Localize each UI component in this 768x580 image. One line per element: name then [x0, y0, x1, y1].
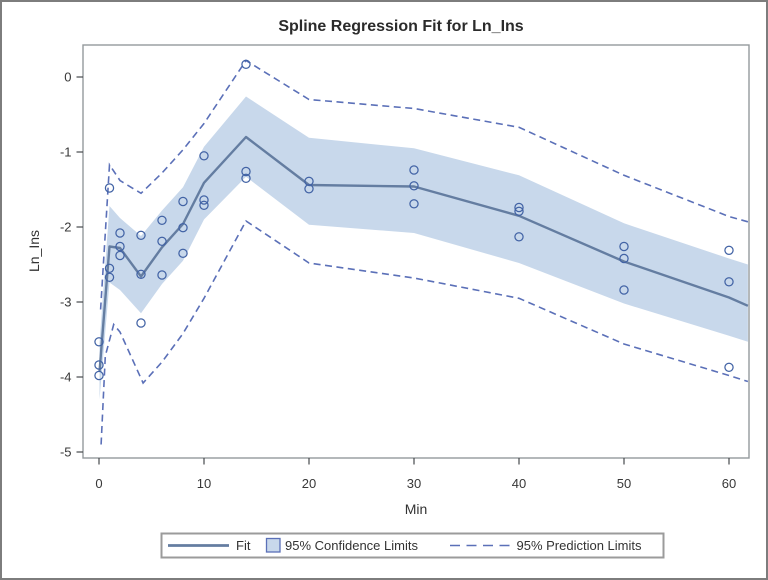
data-point — [619, 241, 629, 252]
chart-title: Spline Regression Fit for Ln_Ins — [278, 18, 523, 35]
data-point — [619, 285, 629, 295]
confidence-band-swatch — [265, 537, 281, 553]
data-point — [619, 253, 629, 264]
plot-frame — [82, 44, 750, 459]
x-tick-label: 20 — [302, 476, 316, 491]
data-point — [409, 165, 419, 175]
data-point — [304, 176, 314, 187]
data-point — [241, 166, 251, 177]
data-point — [115, 228, 125, 238]
x-axis-title: Min — [405, 501, 428, 517]
data-point — [514, 206, 524, 217]
x-tick-label: 40 — [512, 476, 526, 491]
data-point — [724, 362, 734, 373]
data-point — [724, 245, 734, 256]
x-tick-label: 0 — [95, 476, 102, 491]
data-point — [199, 200, 209, 211]
data-point — [136, 269, 146, 280]
plot-area — [94, 59, 749, 445]
data-point — [157, 236, 167, 247]
legend-fit-label: Fit — [236, 538, 251, 553]
data-point — [178, 196, 188, 207]
x-tick-label: 30 — [407, 476, 421, 491]
data-point — [104, 272, 115, 283]
legend-pl-label: 95% Prediction Limits — [517, 538, 642, 553]
x-tick-label: 50 — [617, 476, 631, 491]
x-tick-label: 10 — [197, 476, 211, 491]
axes: 0 10 20 30 40 50 60 0 -1 -2 -3 -4 -5 — [60, 44, 750, 491]
data-point — [409, 199, 419, 209]
data-point — [199, 195, 209, 205]
data-point — [304, 184, 314, 194]
confidence-band — [99, 96, 748, 400]
y-tick-label: -5 — [60, 445, 72, 460]
data-point — [178, 248, 188, 259]
y-tick-label: -4 — [60, 370, 72, 385]
data-point — [115, 241, 125, 252]
data-point — [514, 202, 524, 213]
data-point — [104, 183, 115, 193]
y-tick-label: -3 — [60, 295, 72, 310]
y-axis-title: Ln_Ins — [26, 230, 42, 272]
data-point — [94, 370, 104, 381]
data-point — [157, 215, 167, 226]
legend: Fit 95% Confidence Limits 95% Prediction… — [160, 532, 665, 559]
prediction-limit-lower-line — [100, 219, 749, 445]
data-point — [241, 173, 251, 184]
data-point — [514, 232, 524, 242]
data-point — [136, 318, 146, 328]
legend-ci-label: 95% Confidence Limits — [285, 538, 418, 553]
x-tick-label: 60 — [722, 476, 736, 491]
data-point — [94, 360, 104, 370]
prediction-limit-upper-line — [99, 59, 749, 310]
y-tick-label: -1 — [60, 145, 72, 160]
data-point — [94, 337, 104, 347]
data-point — [104, 263, 115, 274]
data-point — [178, 222, 188, 233]
y-tick-label: 0 — [64, 70, 71, 85]
data-point — [157, 270, 167, 280]
data-point — [136, 230, 146, 241]
legend-box — [160, 532, 665, 559]
data-point — [724, 277, 734, 287]
data-point — [241, 59, 251, 70]
data-point — [115, 250, 125, 261]
y-tick-label: -2 — [60, 220, 72, 235]
data-point — [409, 181, 419, 191]
data-point — [199, 151, 209, 161]
